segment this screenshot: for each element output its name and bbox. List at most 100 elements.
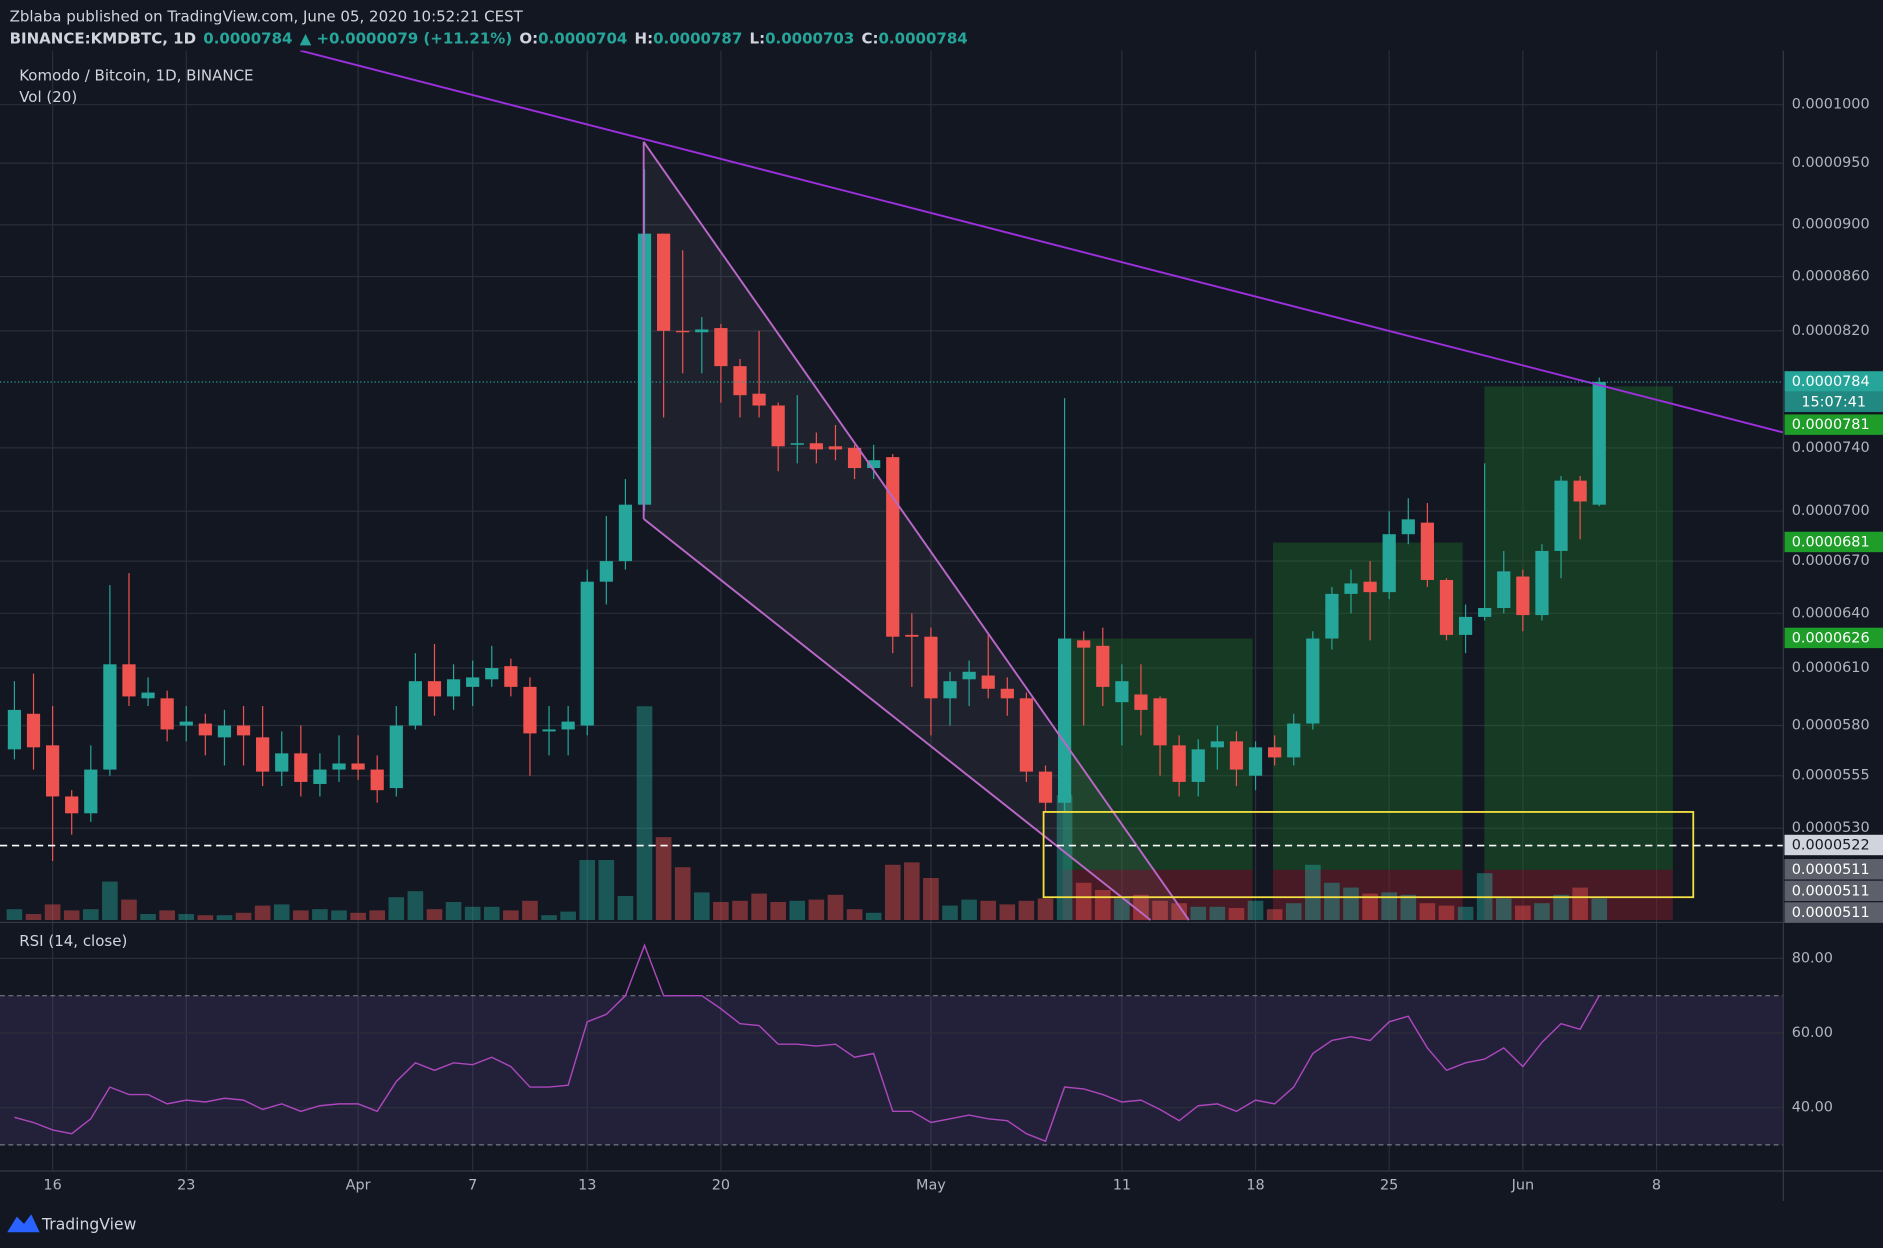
volume-bar: [312, 909, 328, 921]
marks-layer: [7, 169, 1606, 1143]
x-tick-label: 25: [1380, 1177, 1398, 1193]
candle-body: [905, 634, 919, 637]
y-tick-label: 0.0000860: [1792, 269, 1870, 285]
volume-bar: [1591, 898, 1608, 921]
candle-body: [275, 753, 289, 772]
candle-body: [1268, 747, 1282, 758]
volume-bar: [464, 906, 481, 921]
volume-bar: [44, 904, 61, 921]
countdown-bg: [1784, 391, 1883, 413]
y-tick-label: 0.0000820: [1792, 323, 1870, 339]
volume-bar: [693, 892, 710, 921]
rsi-tick-label: 60.00: [1792, 1025, 1833, 1041]
candle-body: [294, 753, 308, 782]
volume-bar: [751, 893, 767, 921]
stop-zone: [1062, 869, 1253, 921]
candle-body: [485, 668, 499, 680]
volume-bar: [293, 910, 309, 921]
volume-bar: [713, 902, 729, 921]
wedge-lower: [643, 518, 1152, 921]
volume-bar: [827, 894, 844, 921]
symbol: BINANCE:KMDBTC, 1D: [10, 29, 196, 47]
candle-body: [1535, 550, 1549, 616]
x-tick-label: 11: [1113, 1177, 1131, 1193]
volume-bar: [63, 910, 80, 921]
price-label: 0.0000511: [1792, 883, 1870, 899]
volume-bar: [121, 899, 137, 921]
candle-body: [466, 677, 480, 687]
candle-body: [695, 329, 709, 333]
x-tick-label: May: [916, 1177, 946, 1193]
ohlc-value: 0.0000704: [538, 29, 627, 47]
candle-body: [1019, 698, 1034, 772]
candle-body: [446, 679, 461, 697]
candle-body: [1554, 480, 1568, 551]
x-tick-label: 16: [43, 1177, 61, 1193]
volume-bar: [178, 914, 195, 921]
y-tick-label: 0.0000700: [1792, 503, 1870, 519]
volume-bar: [560, 911, 576, 921]
volume-bar: [1515, 905, 1531, 921]
candle-body: [45, 745, 60, 797]
volume-bar: [483, 906, 500, 921]
volume-bar: [1152, 900, 1168, 921]
ohlc-key: H:: [635, 29, 654, 47]
volume-bar: [1324, 882, 1340, 921]
candle-body: [1497, 571, 1511, 608]
drawings: [0, 49, 1784, 921]
x-tick-label: 13: [578, 1177, 596, 1193]
price-label: 0.0000781: [1792, 417, 1870, 433]
volume-bar: [1534, 903, 1550, 921]
candle-body: [1000, 688, 1014, 699]
volume-bar: [1190, 906, 1207, 921]
volume-bar: [1247, 900, 1264, 921]
axis-layer: 16 23 Apr 7 13 20 May 11 18 25 Jun 8 0.0001000 0.0000…: [43, 97, 1883, 1193]
price-label-bg: [1784, 880, 1883, 902]
x-tick-label: 18: [1246, 1177, 1264, 1193]
symbol-line: BINANCE:KMDBTC, 1D 0.0000784 ▲ +0.0000079 …: [10, 29, 968, 47]
candle-body: [1344, 583, 1358, 594]
target-zone: [1484, 386, 1673, 870]
volume-bar: [331, 910, 347, 921]
volume-bar: [1457, 906, 1474, 921]
x-tick-label: 7: [468, 1177, 477, 1193]
volume-bar: [789, 900, 806, 921]
volume-bar: [216, 915, 233, 921]
volume-bar: [369, 910, 386, 921]
candle-body: [1134, 694, 1148, 710]
candle-body: [1401, 519, 1415, 535]
y-tick-label: 0.0000640: [1792, 605, 1870, 621]
candle-body: [141, 692, 155, 699]
volume-bar: [923, 877, 939, 921]
volume-bar: [254, 905, 271, 921]
rsi-band: [0, 995, 1784, 1145]
volume-bar: [961, 899, 977, 921]
volume-bar: [617, 896, 634, 921]
publisher: Zblaba published on TradingView.com, Jun…: [10, 7, 524, 25]
candle-body: [618, 504, 633, 562]
volume-bar: [273, 904, 290, 921]
x-tick-label: 23: [177, 1177, 195, 1193]
volume-bar: [1114, 898, 1130, 921]
volume-bar: [1075, 882, 1092, 921]
candle-body: [1115, 681, 1129, 703]
volume-bar: [808, 899, 825, 921]
candle-body: [122, 664, 136, 697]
volume-bar: [674, 867, 691, 921]
volume-bar: [980, 900, 997, 921]
volume-bar: [1285, 903, 1302, 921]
candle-body: [427, 681, 442, 697]
volume-bar: [522, 900, 538, 921]
candle-body: [1306, 638, 1320, 724]
candle-body: [1592, 382, 1606, 505]
volume-bar: [655, 837, 672, 921]
candle-body: [103, 664, 117, 770]
candle-body: [1172, 745, 1186, 782]
candle-body: [561, 721, 575, 730]
volume-bar: [942, 905, 958, 921]
volume-bar: [235, 912, 252, 921]
volume-bar: [140, 914, 156, 921]
volume-bar: [1037, 898, 1054, 921]
y-tick-label: 0.0000900: [1792, 217, 1870, 233]
